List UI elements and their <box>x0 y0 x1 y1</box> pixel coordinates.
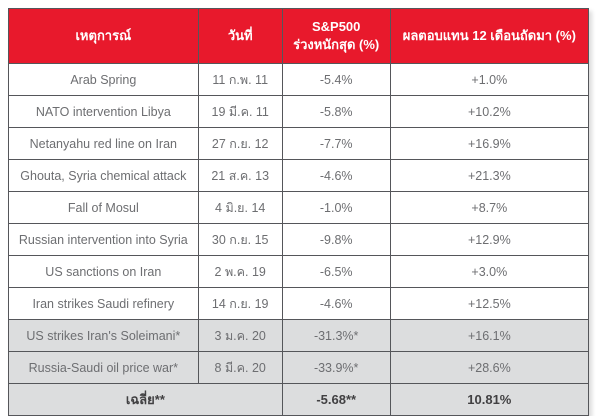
date-cell: 11 ก.พ. 11 <box>197 63 283 96</box>
table-row: US strikes Iran's Soleimani* 3 ม.ค. 20 -… <box>8 319 590 352</box>
return-cell: +1.0% <box>389 63 590 96</box>
table-row: Arab Spring 11 ก.พ. 11 -5.4% +1.0% <box>8 63 590 96</box>
event-cell: Iran strikes Saudi refinery <box>8 287 199 320</box>
header-row: เหตุการณ์ วันที่ S&P500 ร่วงหนักสุด (%) … <box>8 8 590 64</box>
table-row: NATO intervention Libya 19 มี.ค. 11 -5.8… <box>8 95 590 128</box>
return-cell: +16.1% <box>389 319 590 352</box>
header-return-12m: ผลตอบแทน 12 เดือนถัดมา (%) <box>389 8 590 64</box>
date-cell: 30 ก.ย. 15 <box>197 223 283 256</box>
header-sp500-drop: S&P500 ร่วงหนักสุด (%) <box>281 8 391 64</box>
table-row: Fall of Mosul 4 มิ.ย. 14 -1.0% +8.7% <box>8 191 590 224</box>
drop-cell: -4.6% <box>281 159 391 192</box>
return-cell: +16.9% <box>389 127 590 160</box>
date-cell: 3 ม.ค. 20 <box>197 319 283 352</box>
drop-cell: -33.9%* <box>281 351 391 384</box>
table-row: Netanyahu red line on Iran 27 ก.ย. 12 -7… <box>8 127 590 160</box>
event-cell: Russian intervention into Syria <box>8 223 199 256</box>
average-drop-cell: -5.68** <box>281 383 391 416</box>
date-cell: 8 มี.ค. 20 <box>197 351 283 384</box>
return-cell: +12.9% <box>389 223 590 256</box>
table-row: Iran strikes Saudi refinery 14 ก.ย. 19 -… <box>8 287 590 320</box>
drop-cell: -9.8% <box>281 223 391 256</box>
drop-cell: -4.6% <box>281 287 391 320</box>
return-cell: +28.6% <box>389 351 590 384</box>
event-cell: Ghouta, Syria chemical attack <box>8 159 199 192</box>
event-cell: US sanctions on Iran <box>8 255 199 288</box>
event-cell: Netanyahu red line on Iran <box>8 127 199 160</box>
event-cell: US strikes Iran's Soleimani* <box>8 319 199 352</box>
header-date: วันที่ <box>197 8 283 64</box>
header-event: เหตุการณ์ <box>8 8 199 64</box>
event-cell: Russia-Saudi oil price war* <box>8 351 199 384</box>
return-cell: +12.5% <box>389 287 590 320</box>
table-row: Russian intervention into Syria 30 ก.ย. … <box>8 223 590 256</box>
header-sp500-drop-line1: S&P500 <box>311 19 361 35</box>
drop-cell: -5.4% <box>281 63 391 96</box>
return-cell: +3.0% <box>389 255 590 288</box>
average-return-cell: 10.81% <box>389 383 590 416</box>
date-cell: 21 ส.ค. 13 <box>197 159 283 192</box>
date-cell: 4 มิ.ย. 14 <box>197 191 283 224</box>
return-cell: +10.2% <box>389 95 590 128</box>
date-cell: 2 พ.ค. 19 <box>197 255 283 288</box>
drop-cell: -31.3%* <box>281 319 391 352</box>
date-cell: 14 ก.ย. 19 <box>197 287 283 320</box>
event-cell: Fall of Mosul <box>8 191 199 224</box>
drop-cell: -1.0% <box>281 191 391 224</box>
drop-cell: -5.8% <box>281 95 391 128</box>
drop-cell: -6.5% <box>281 255 391 288</box>
return-cell: +21.3% <box>389 159 590 192</box>
geopolitical-events-table: เหตุการณ์ วันที่ S&P500 ร่วงหนักสุด (%) … <box>8 8 590 416</box>
table-row: US sanctions on Iran 2 พ.ค. 19 -6.5% +3.… <box>8 255 590 288</box>
return-cell: +8.7% <box>389 191 590 224</box>
event-cell: NATO intervention Libya <box>8 95 199 128</box>
date-cell: 19 มี.ค. 11 <box>197 95 283 128</box>
event-cell: Arab Spring <box>8 63 199 96</box>
average-label-cell: เฉลี่ย** <box>8 383 283 416</box>
table-row: Russia-Saudi oil price war* 8 มี.ค. 20 -… <box>8 351 590 384</box>
table-row: Ghouta, Syria chemical attack 21 ส.ค. 13… <box>8 159 590 192</box>
drop-cell: -7.7% <box>281 127 391 160</box>
date-cell: 27 ก.ย. 12 <box>197 127 283 160</box>
header-sp500-drop-line2: ร่วงหนักสุด (%) <box>293 37 380 52</box>
average-row: เฉลี่ย** -5.68** 10.81% <box>8 383 590 416</box>
